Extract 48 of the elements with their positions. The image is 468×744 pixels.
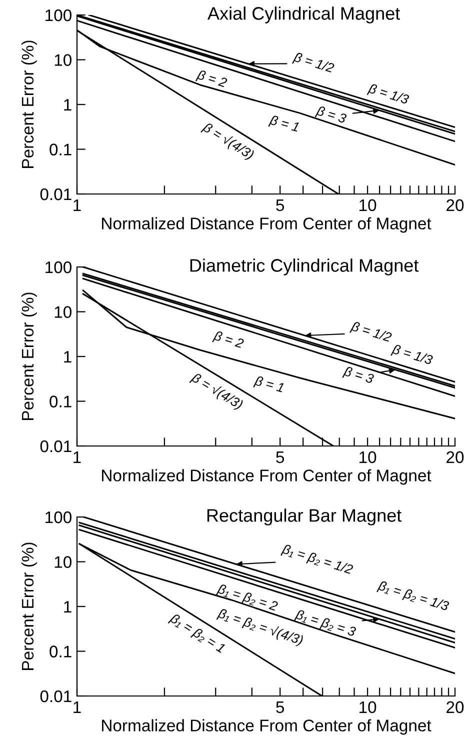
text: β = 2 bbox=[195, 69, 228, 90]
x-tick-label: 10 bbox=[360, 199, 376, 212]
y-tick-label: 0.01 bbox=[40, 690, 72, 702]
x-axis-title: Normalized Distance From Center of Magnet bbox=[102, 469, 432, 485]
y-axis-title: Percent Error (%) bbox=[21, 292, 37, 420]
text: β = 1 bbox=[253, 375, 284, 395]
x-tick-label: 1 bbox=[74, 451, 81, 463]
y-tick-label: 100 bbox=[46, 9, 72, 22]
y-tick-label: 0.1 bbox=[50, 396, 72, 408]
y-tick-label: 10 bbox=[54, 54, 72, 66]
text: β = 1/3 bbox=[366, 82, 410, 107]
y-tick-label: 1 bbox=[64, 351, 72, 363]
text: β = 2 bbox=[212, 330, 244, 351]
text: β₁ = β₂ = 1/3 bbox=[376, 580, 450, 614]
chart-title: Rectangular Bar Magnet bbox=[207, 508, 402, 526]
legend-label: β₁ = β₂ = 1/2 bbox=[280, 544, 354, 577]
y-tick-label: 1 bbox=[64, 601, 72, 613]
x-axis-title: Normalized Distance From Center of Magnet bbox=[102, 217, 432, 233]
y-tick-label: 0.1 bbox=[50, 144, 72, 156]
text: β = 1 bbox=[268, 114, 300, 134]
y-axis-title: Percent Error (%) bbox=[21, 542, 37, 670]
x-axis-title: Normalized Distance From Center of Magnet bbox=[102, 719, 432, 735]
x-tick-label: 5 bbox=[276, 701, 284, 714]
y-tick-label: 0.01 bbox=[40, 188, 72, 200]
x-tick-label: 1 bbox=[74, 199, 81, 211]
x-tick-label: 20 bbox=[446, 199, 464, 212]
x-tick-label: 5 bbox=[276, 451, 284, 464]
text: β = 1/3 bbox=[390, 344, 434, 368]
x-tick-label: 10 bbox=[360, 701, 376, 714]
x-tick-label: 5 bbox=[276, 199, 284, 212]
y-tick-label: 100 bbox=[46, 511, 72, 524]
y-tick-label: 100 bbox=[46, 261, 72, 274]
x-tick-label: 1 bbox=[74, 701, 81, 713]
y-tick-label: 0.1 bbox=[50, 646, 72, 658]
y-tick-label: 1 bbox=[64, 99, 72, 111]
text: β = 3 bbox=[314, 105, 348, 126]
x-tick-label: 20 bbox=[446, 451, 464, 464]
legend-label: β = 1/2 bbox=[350, 320, 392, 345]
y-tick-label: 10 bbox=[54, 556, 72, 568]
y-tick-label: 0.01 bbox=[40, 440, 72, 452]
chart-title: Diametric Cylindrical Magnet bbox=[190, 258, 419, 276]
x-tick-label: 20 bbox=[446, 701, 464, 714]
x-tick-label: 10 bbox=[360, 451, 376, 464]
legend-label: β = 1/2 bbox=[292, 52, 335, 76]
y-axis-title: Percent Error (%) bbox=[21, 40, 37, 168]
y-tick-label: 10 bbox=[54, 306, 72, 318]
text: β = 3 bbox=[342, 366, 375, 386]
chart-title: Axial Cylindrical Magnet bbox=[208, 6, 400, 24]
